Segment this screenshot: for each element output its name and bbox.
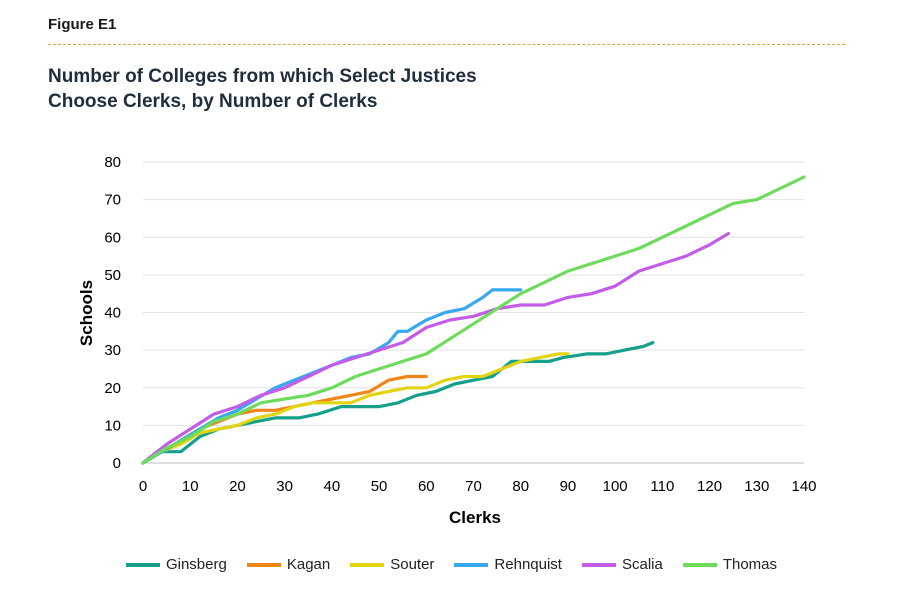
x-axis-title: Clerks bbox=[449, 508, 501, 527]
chart-title-line-1: Number of Colleges from which Select Jus… bbox=[48, 66, 477, 87]
legend-label: Kagan bbox=[286, 556, 331, 573]
y-tick-label: 10 bbox=[104, 417, 121, 434]
x-tick-label: 110 bbox=[650, 478, 674, 495]
x-tick-label: 120 bbox=[697, 478, 722, 495]
series-line-souter bbox=[141, 352, 570, 465]
y-tick-label: 60 bbox=[104, 229, 121, 246]
legend-swatch bbox=[581, 562, 616, 567]
y-tick-label: 40 bbox=[104, 305, 121, 322]
x-tick-label: 80 bbox=[512, 478, 529, 495]
series-line-scalia bbox=[141, 231, 731, 465]
y-axis-title: Schools bbox=[77, 280, 96, 346]
x-tick-label: 70 bbox=[465, 478, 482, 495]
series-line-ginsberg bbox=[141, 341, 655, 465]
x-tick-label: 100 bbox=[603, 478, 628, 495]
legend-label: Rehnquist bbox=[494, 556, 562, 573]
x-tick-label: 130 bbox=[744, 478, 769, 495]
legend-item-souter: Souter bbox=[350, 556, 434, 573]
legend-swatch bbox=[125, 562, 160, 567]
legend-item-kagan: Kagan bbox=[246, 556, 331, 573]
legend-item-ginsberg: Ginsberg bbox=[125, 556, 227, 573]
y-axis-ticks: 0 10 20 30 40 50 60 70 80 bbox=[104, 154, 121, 472]
y-tick-label: 0 bbox=[113, 455, 121, 472]
chart-series bbox=[141, 175, 806, 465]
series-line-kagan bbox=[141, 374, 428, 465]
series-line-thomas bbox=[141, 175, 806, 465]
x-tick-label: 50 bbox=[371, 478, 388, 495]
legend-swatch bbox=[350, 562, 385, 567]
legend-swatch bbox=[454, 562, 489, 567]
x-tick-label: 90 bbox=[560, 478, 577, 495]
chart-gridlines bbox=[143, 161, 804, 464]
x-tick-label: 140 bbox=[791, 478, 816, 495]
legend-item-rehnquist: Rehnquist bbox=[454, 556, 562, 573]
legend-swatch bbox=[682, 562, 717, 567]
chart-legend: Ginsberg Kagan Souter Rehnquist Scalia Thomas bbox=[0, 556, 903, 573]
legend-label: Scalia bbox=[621, 556, 663, 573]
legend-item-thomas: Thomas bbox=[682, 556, 778, 573]
header-divider bbox=[48, 44, 845, 45]
x-tick-label: 0 bbox=[139, 478, 147, 495]
x-axis-ticks: 0 10 20 30 40 50 60 70 80 90 100 110 120 130 140 bbox=[139, 478, 817, 495]
legend-label: Souter bbox=[390, 556, 435, 573]
y-tick-label: 30 bbox=[104, 342, 121, 359]
chart-title: Number of Colleges from which Select Jus… bbox=[48, 64, 477, 114]
y-tick-label: 50 bbox=[104, 267, 121, 284]
y-tick-label: 70 bbox=[104, 192, 121, 209]
y-tick-label: 80 bbox=[104, 154, 121, 171]
x-tick-label: 40 bbox=[324, 478, 341, 495]
legend-swatch bbox=[246, 562, 281, 567]
x-tick-label: 30 bbox=[276, 478, 293, 495]
x-tick-label: 20 bbox=[229, 478, 246, 495]
chart-canvas: 0 10 20 30 40 50 60 70 80 0 10 20 30 40 50 60 70 80 90 100… bbox=[77, 154, 817, 527]
legend-label: Thomas bbox=[722, 556, 778, 573]
y-tick-label: 20 bbox=[104, 380, 121, 397]
x-tick-label: 60 bbox=[418, 478, 435, 495]
legend-item-scalia: Scalia bbox=[581, 556, 663, 573]
x-tick-label: 10 bbox=[182, 478, 199, 495]
chart-title-line-2: Choose Clerks, by Number of Clerks bbox=[48, 91, 378, 112]
figure-label: Figure E1 bbox=[48, 16, 117, 33]
legend-label: Ginsberg bbox=[165, 556, 227, 573]
